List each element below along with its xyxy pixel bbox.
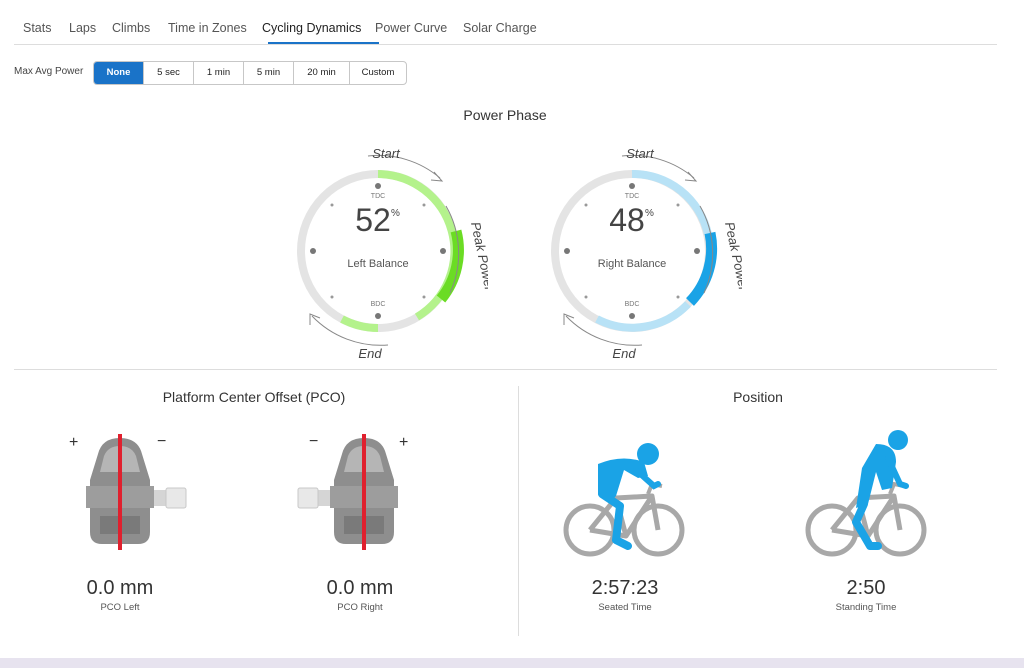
tdc-label: TDC [625, 193, 639, 200]
end-label: End [358, 346, 382, 361]
section-divider [14, 369, 997, 370]
tab-time-in-zones[interactable]: Time in Zones [168, 21, 247, 35]
tab-power-curve[interactable]: Power Curve [375, 21, 448, 35]
right-balance-value: 48 [609, 202, 645, 238]
position-title: Position [733, 389, 783, 405]
pco-right-label: PCO Right [337, 602, 383, 613]
option-5-min[interactable]: 5 min [244, 62, 294, 84]
power-phase-arc [377, 170, 459, 321]
pco-right-plus: + [399, 434, 409, 451]
power-phase-arc-end [595, 301, 691, 332]
peak-power-arc [685, 231, 718, 306]
end-label: End [612, 346, 636, 361]
left-pedal-icon [86, 434, 187, 550]
pco-right-minus: − [309, 433, 319, 450]
tab-laps[interactable]: Laps [69, 21, 97, 35]
standing-time-value: 2:50 [846, 577, 886, 599]
pco-right-value: 0.0 mm [326, 577, 394, 599]
standing-time-label: Standing Time [835, 602, 897, 613]
left-balance-unit: % [391, 208, 400, 219]
right-balance-unit: % [645, 208, 654, 219]
left-balance-value: 52 [355, 202, 391, 238]
pco-left-label: PCO Left [100, 602, 140, 613]
bottom-bar [0, 658, 1024, 668]
seated-time-value: 2:57:23 [591, 577, 659, 599]
power-phase-arc [631, 169, 712, 235]
option-20-min[interactable]: 20 min [294, 62, 350, 84]
option-5-sec[interactable]: 5 sec [144, 62, 194, 84]
bdc-label: BDC [371, 301, 386, 308]
power-phase-title: Power Phase [463, 107, 547, 123]
max-avg-power-label: Max Avg Power [14, 66, 84, 77]
tab-cycling-dynamics[interactable]: Cycling Dynamics [262, 21, 362, 35]
pco-title: Platform Center Offset (PCO) [162, 389, 346, 405]
active-tab-indicator [268, 42, 379, 44]
max-avg-power-selector: None 5 sec 1 min 5 min 20 min Custom [93, 61, 407, 85]
option-custom[interactable]: Custom [361, 67, 395, 78]
option-none[interactable]: None [94, 62, 144, 84]
right-balance-gauge: TDC BDC 48 % Right Balance Start Peak Po… [551, 146, 742, 361]
seated-time-label: Seated Time [598, 602, 652, 613]
seated-rider-icon [563, 443, 685, 557]
column-divider [518, 386, 519, 636]
bdc-label: BDC [625, 301, 640, 308]
peak-power-label: Peak Power [722, 221, 742, 293]
option-1-min[interactable]: 1 min [194, 62, 244, 84]
pco-left-minus: − [157, 433, 167, 450]
power-phase-arc-end [340, 315, 379, 332]
right-pedal-icon [297, 434, 398, 550]
start-label: Start [372, 146, 401, 161]
start-label: Start [626, 146, 655, 161]
left-balance-label: Left Balance [347, 258, 408, 270]
tab-climbs[interactable]: Climbs [112, 21, 151, 35]
peak-power-label: Peak Power [468, 221, 488, 293]
tdc-label: TDC [371, 193, 385, 200]
pco-left-plus: + [69, 434, 79, 451]
pco-left-value: 0.0 mm [86, 577, 154, 599]
right-balance-label: Right Balance [598, 258, 667, 270]
tab-solar-charge[interactable]: Solar Charge [463, 21, 537, 35]
tab-stats[interactable]: Stats [23, 21, 52, 35]
left-balance-gauge: TDC BDC 52 % Left Balance Start Peak Pow… [297, 146, 488, 361]
tab-bar: Stats Laps Climbs Time in Zones Cycling … [14, 0, 997, 45]
standing-rider-icon [805, 430, 927, 557]
